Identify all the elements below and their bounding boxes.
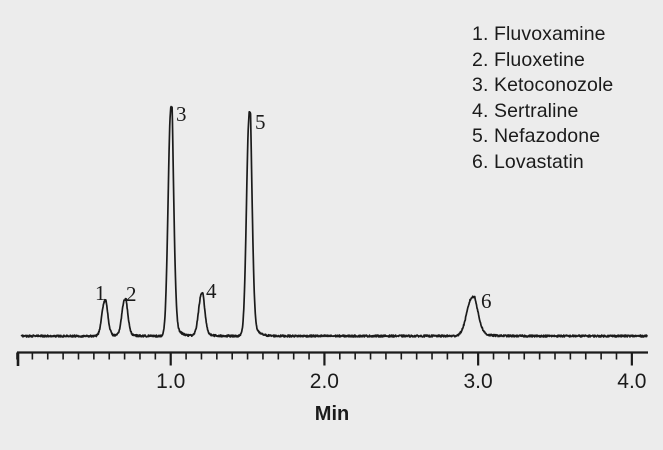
x-axis <box>16 351 648 366</box>
legend-item-3: 3. Ketoconozole <box>472 74 614 97</box>
legend-item-1: 1. Fluvoxamine <box>472 23 606 45</box>
compound-legend: 1. Fluvoxamine 2. Fluoxetine 3. Ketocono… <box>472 22 652 176</box>
x-axis-tick-label: 1.0 <box>156 370 186 393</box>
legend-item-6: 6. Lovastatin <box>472 150 584 173</box>
peak-label-2: 2 <box>126 282 137 306</box>
x-axis-ticks <box>16 352 633 366</box>
legend-item-5: 5. Nefazodone <box>472 125 601 148</box>
legend-item-4: 4. Sertraline <box>472 99 579 122</box>
x-axis-tick-label: 4.0 <box>617 370 647 393</box>
peak-label-4: 4 <box>206 279 217 303</box>
peak-label-3: 3 <box>176 102 187 126</box>
x-axis-tick-label: 3.0 <box>463 370 493 393</box>
chromatogram-trace <box>20 105 648 338</box>
peak-label-1: 1 <box>95 281 106 305</box>
legend-item-2: 2. Fluoxetine <box>472 48 585 71</box>
x-axis-tick-label: 2.0 <box>309 370 339 393</box>
x-axis-title: Min <box>314 403 350 425</box>
peak-label-5: 5 <box>255 110 266 134</box>
peak-label-6: 6 <box>481 289 492 313</box>
